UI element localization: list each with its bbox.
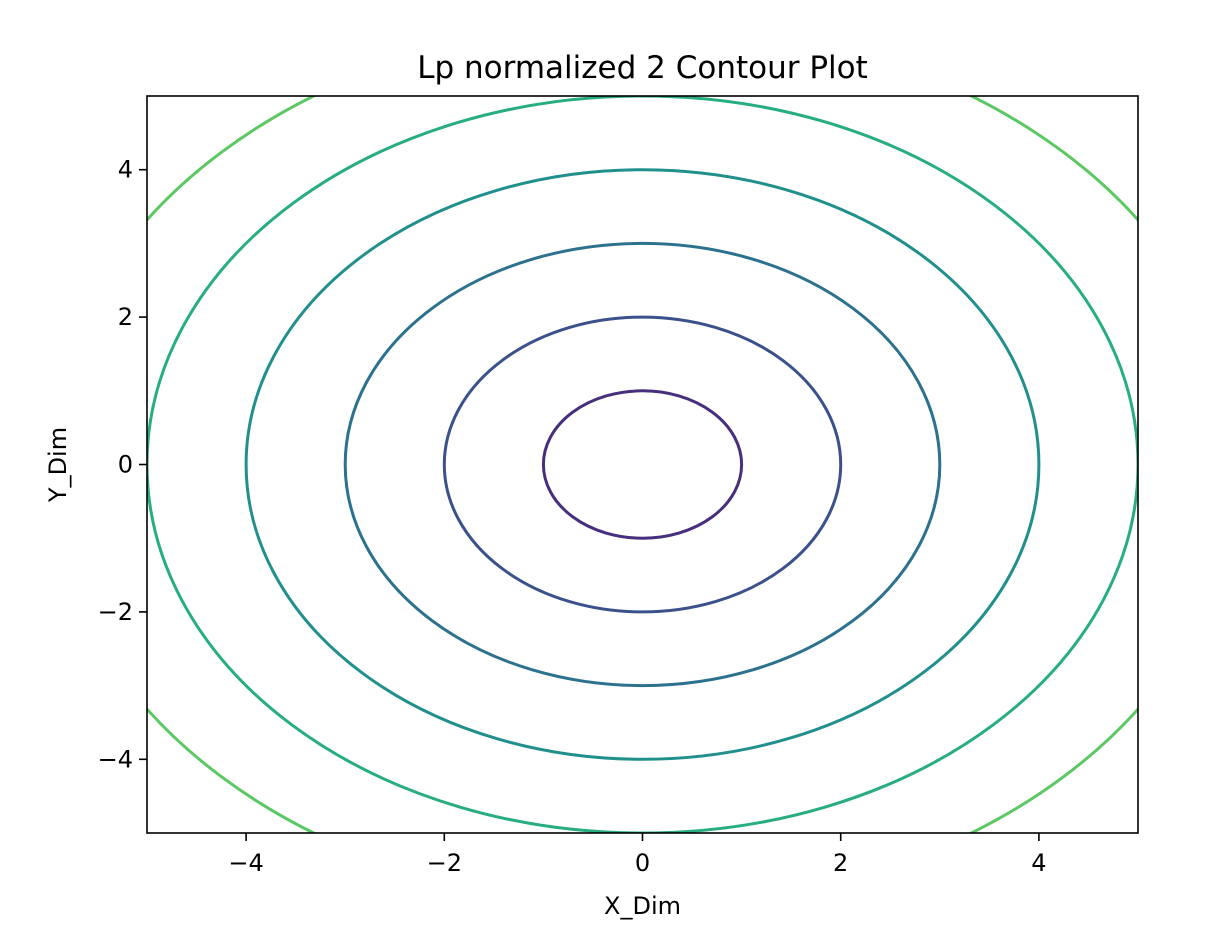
x-axis-label: X_Dim xyxy=(604,892,681,920)
y-axis-label: Y_Dim xyxy=(44,427,72,503)
x-tick-label: −4 xyxy=(228,849,263,877)
chart-title: Lp normalized 2 Contour Plot xyxy=(417,50,868,86)
y-tick-label: −4 xyxy=(98,745,133,773)
y-tick-label: 4 xyxy=(118,156,133,184)
y-tick-label: −2 xyxy=(98,598,133,626)
y-tick-label: 0 xyxy=(118,451,133,479)
contour-layer xyxy=(147,96,1138,833)
x-tick-label: 4 xyxy=(1031,849,1046,877)
y-tick-label: 2 xyxy=(118,303,133,331)
x-tick-label: −2 xyxy=(427,849,462,877)
contour-line-level-3 xyxy=(343,241,942,688)
contour-line-level-4 xyxy=(244,168,1041,761)
x-tick-label: 2 xyxy=(833,849,848,877)
contour-line-level-1 xyxy=(541,389,744,540)
ticks-layer: −4 −2 0 2 4 −4 −2 0 2 4 xyxy=(98,156,1047,877)
contour-line-level-2 xyxy=(442,315,843,614)
x-tick-label: 0 xyxy=(635,849,650,877)
